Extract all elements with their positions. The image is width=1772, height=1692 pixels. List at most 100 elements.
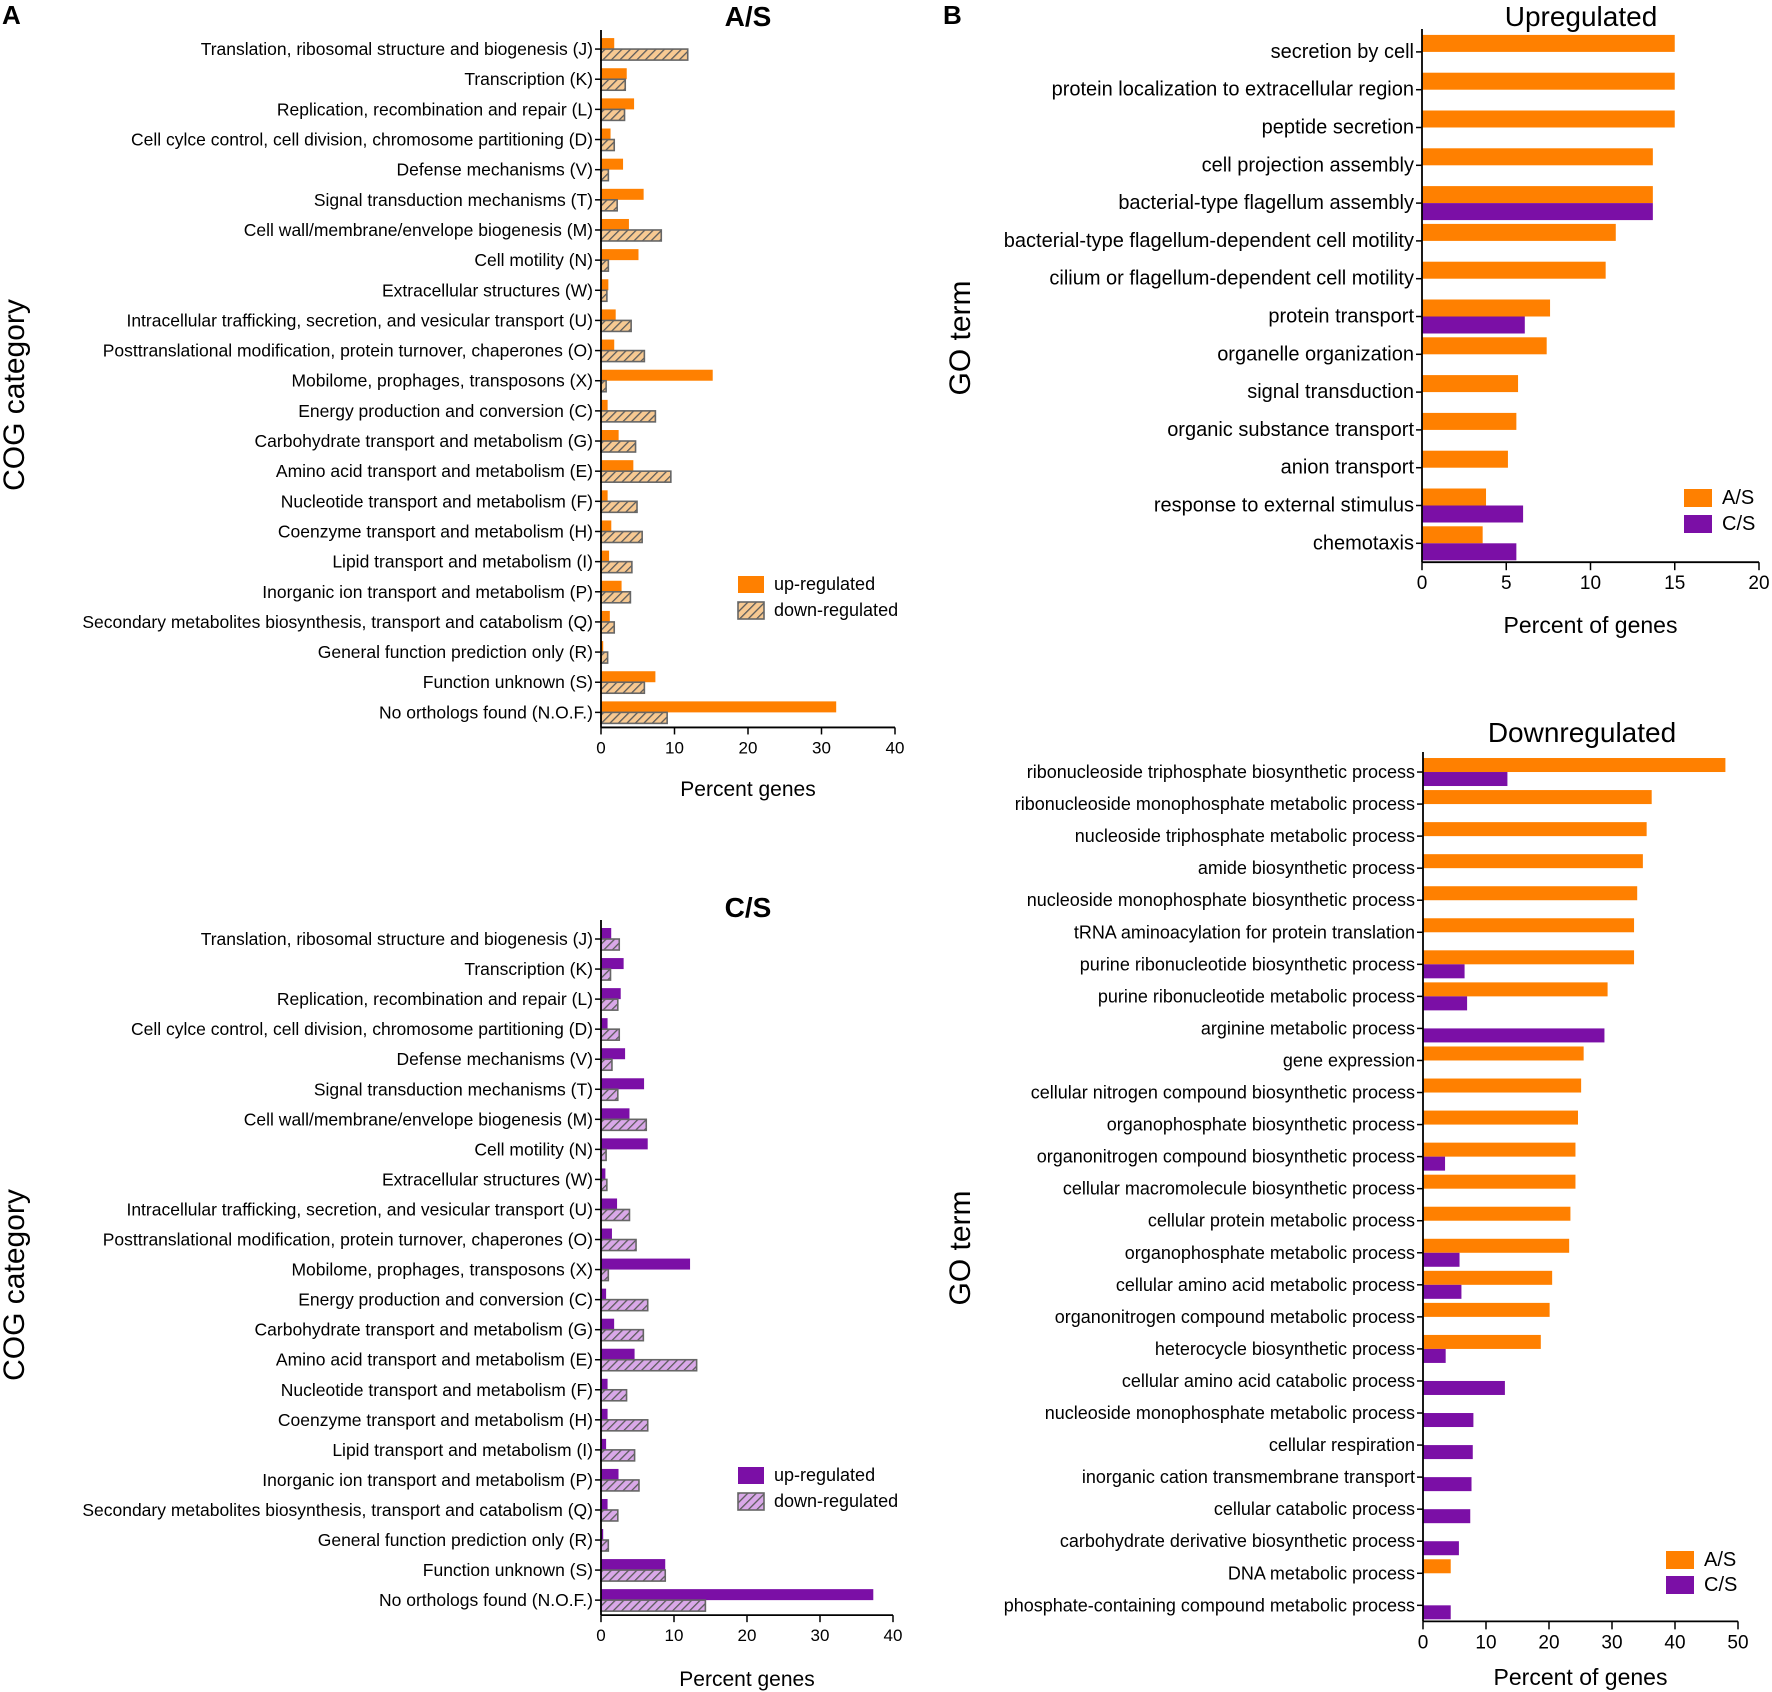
go_down-xtick-label: 0 [1418,1632,1429,1653]
cog_cs-bar-up-regulated-10 [601,1228,612,1240]
cog_cs-bar-down-regulated-0 [600,938,621,951]
go_down-bar-c-s-16 [1423,1284,1462,1299]
cog_as-category-label: Carbohydrate transport and metabolism (G… [255,431,593,451]
go_down-category-label: arginine metabolic process [1201,1018,1415,1038]
cog_as-bar-down-regulated-13 [600,440,637,453]
cog_as-category-label: Posttranslational modification, protein … [103,341,593,361]
cog_cs-xtick-label: 40 [884,1626,903,1645]
go_up-category-label: organelle organization [1217,343,1414,365]
go_down-bar-c-s-0 [1423,772,1508,787]
go_up-title: Upregulated [1505,1,1658,32]
go_up-y-axis-title: GO term [944,280,977,395]
cog_as-bar-up-regulated-20 [601,641,604,653]
cog_cs-bar-down-regulated-5 [600,1088,619,1102]
go-upregulated-chart: Upregulated secretion by cell protein loca… [944,1,1770,638]
go_down-bar-c-s-18 [1423,1348,1446,1363]
cog_as-category-label: Translation, ribosomal structure and bio… [201,39,593,59]
go_up-bar-a-s-0 [1422,34,1675,52]
cog_cs-xtick-label: 30 [811,1626,830,1645]
cog_cs-bar-up-regulated-13 [601,1318,615,1330]
go_down-bar-a-s-13 [1423,1174,1576,1189]
cog_as-bar-down-regulated-22 [600,711,668,725]
cog_as-bar-down-regulated-15 [600,500,638,514]
go_down-y-axis-title: GO term [944,1190,977,1305]
go_up-bar-a-s-7 [1422,299,1551,317]
cog_cs-bar-up-regulated-19 [601,1498,608,1510]
go_up-xtick-label: 0 [1417,573,1428,594]
go_up-bar-c-s-7 [1422,316,1525,334]
cog_as-bar-up-regulated-15 [601,490,608,502]
go_up-category-label: cilium or flagellum-dependent cell motil… [1049,268,1414,290]
go_down-bar-a-s-5 [1423,918,1635,933]
cog_cs-bar-down-regulated-1 [600,968,612,981]
cog_as-bar-down-regulated-7 [600,259,610,272]
cog_cs-legend-label: up-regulated [774,1465,875,1485]
cog_cs-bar-up-regulated-21 [601,1559,666,1571]
go_down-category-label: purine ribonucleotide biosynthetic proce… [1080,954,1415,974]
cog_cs-xtick-label: 20 [738,1626,757,1645]
go_down-category-label: organonitrogen compound metabolic proces… [1055,1307,1415,1327]
cog_cs-category-label: Mobilome, prophages, transposons (X) [291,1260,593,1280]
cog_cs-bar-up-regulated-18 [601,1468,619,1480]
go_down-category-label: gene expression [1283,1050,1415,1070]
cog_as-bar-up-regulated-13 [601,430,619,442]
go_up-category-label: bacterial-type flagellum-dependent cell … [1004,230,1414,252]
cog_cs-bar-down-regulated-4 [600,1058,613,1072]
cog_as-bar-up-regulated-8 [601,279,609,291]
cog_cs-title: C/S [725,892,772,923]
go_up-xtick-label: 15 [1664,573,1685,594]
cog_cs-legend-swatch-up-regulated [738,1467,764,1484]
cog_as-bar-up-regulated-9 [601,309,616,321]
cog_as-legend-swatch-up-regulated [738,576,764,593]
cog_cs-bar-down-regulated-16 [600,1419,649,1432]
cog_cs-category-label: Nucleotide transport and metabolism (F) [281,1380,593,1400]
cog_as-category-label: Transcription (K) [464,69,593,89]
cog_cs-xtick-label: 0 [596,1626,605,1645]
go_up-legend-swatch-c-s [1684,515,1712,533]
go_down-category-label: nucleoside monophosphate metabolic proce… [1045,1403,1415,1423]
cog_cs-category-label: Posttranslational modification, protein … [103,1230,593,1250]
go_down-bar-a-s-6 [1423,950,1635,965]
cog_as-xtick-label: 40 [886,738,905,757]
cog_cs-category-label: Extracellular structures (W) [382,1169,593,1189]
go_up-bar-c-s-13 [1422,543,1517,561]
go_down-category-label: cellular catabolic process [1214,1499,1415,1519]
cog_as-bar-down-regulated-14 [600,470,672,483]
panel-letter-a: A [2,0,21,30]
cog_as-category-label: Secondary metabolites biosynthesis, tran… [82,612,593,632]
go_down-bar-c-s-23 [1423,1509,1471,1524]
cog_cs-bar-down-regulated-19 [600,1509,619,1522]
go_down-category-label: nucleoside monophosphate biosynthetic pr… [1027,890,1415,910]
cog_as-y-axis-title: COG category [0,299,31,491]
cog_as-category-label: Energy production and conversion (C) [298,401,593,421]
go_up-bar-a-s-1 [1422,72,1675,90]
cog_as-legend-label: down-regulated [774,600,898,620]
cog_cs-bar-down-regulated-14 [600,1358,698,1372]
cog_cs-category-label: Cell motility (N) [474,1139,593,1159]
go_up-category-label: peptide secretion [1262,117,1414,139]
go_down-bar-c-s-15 [1423,1252,1460,1267]
go_down-bar-c-s-8 [1423,1028,1605,1043]
go_up-category-label: response to external stimulus [1154,495,1414,517]
go_down-bar-a-s-10 [1423,1078,1582,1093]
cog_as-bar-down-regulated-10 [600,349,646,363]
cog_cs-bar-up-regulated-2 [601,988,621,1000]
cog_cs-bar-up-regulated-17 [601,1438,607,1450]
go_up-xtick-label: 20 [1748,573,1769,594]
go_down-xtick-label: 30 [1601,1632,1622,1653]
cog_cs-bar-down-regulated-12 [600,1298,649,1312]
go_down-legend-swatch-c-s [1666,1576,1694,1594]
cog_as-xtick-label: 0 [596,738,605,757]
go_down-bar-c-s-24 [1423,1541,1459,1556]
go_down-legend-label: A/S [1704,1549,1736,1571]
cog_cs-bar-up-regulated-0 [601,928,612,940]
cog_as-category-label: Signal transduction mechanisms (T) [314,190,593,210]
go_up-category-label: signal transduction [1247,381,1414,403]
cog_as-bar-up-regulated-18 [601,580,622,592]
cog_as-category-label: Cell wall/membrane/envelope biogenesis (… [244,220,593,240]
go_down-bar-a-s-4 [1423,886,1638,901]
cog_cs-category-label: Replication, recombination and repair (L… [277,989,593,1009]
go_up-category-label: protein localization to extracellular re… [1052,79,1414,101]
cog_cs-category-label: Defense mechanisms (V) [397,1049,593,1069]
go_up-bar-a-s-12 [1422,488,1487,506]
